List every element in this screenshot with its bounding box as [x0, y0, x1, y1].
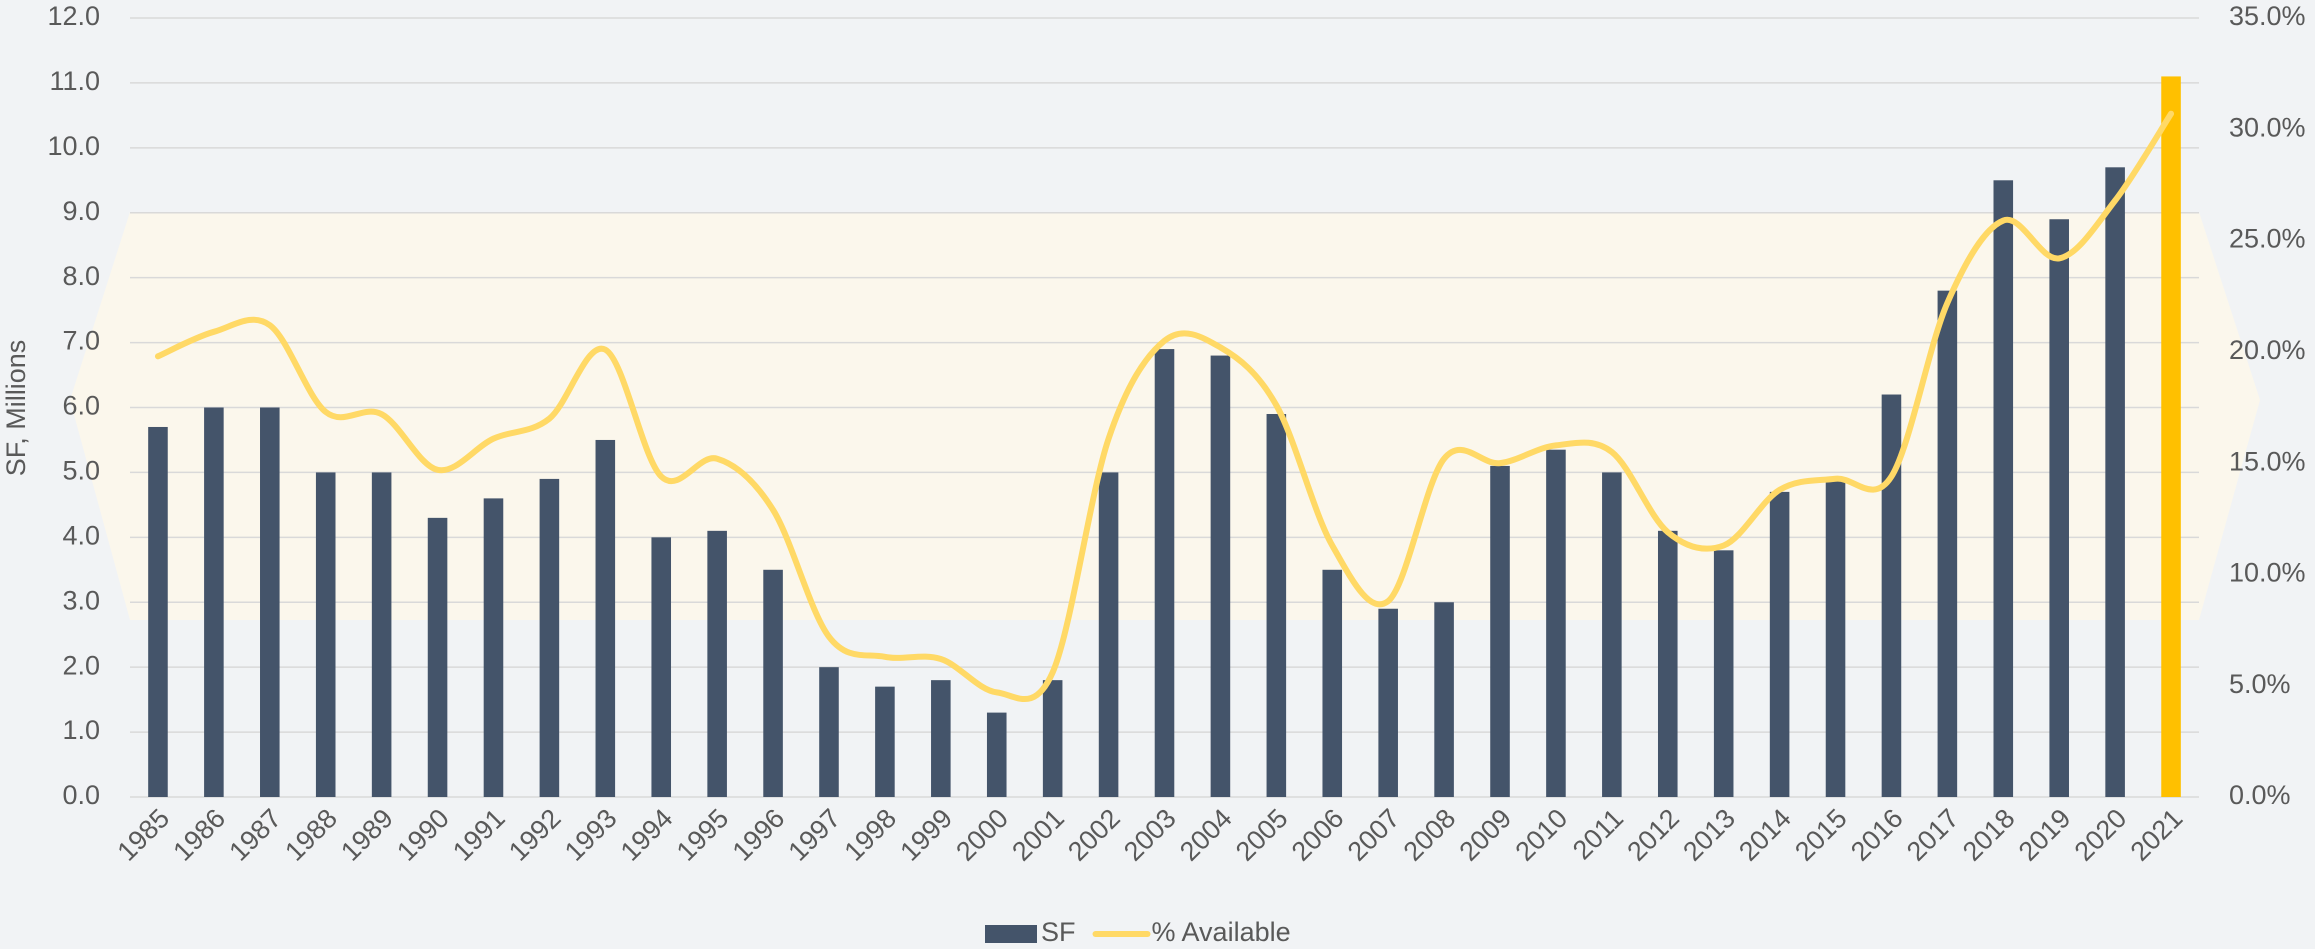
- y-tick-label: 0.0: [62, 780, 100, 810]
- bar: [2105, 167, 2125, 797]
- y-tick-label: 10.0: [47, 131, 100, 161]
- y-tick-label: 4.0: [62, 520, 100, 550]
- bar: [372, 472, 392, 797]
- bar: [484, 498, 504, 797]
- y-tick-label: 11.0: [49, 66, 100, 96]
- bar: [1546, 450, 1566, 797]
- y2-tick-label: 35.0%: [2229, 1, 2306, 31]
- legend-label: % Available: [1152, 917, 1291, 947]
- bar: [148, 427, 168, 797]
- bar: [596, 440, 616, 797]
- y2-tick-label: 5.0%: [2229, 669, 2291, 699]
- legend-label: SF: [1041, 917, 1076, 947]
- bar: [819, 667, 839, 797]
- bar: [1993, 180, 2013, 797]
- bar: [1099, 472, 1119, 797]
- legend-swatch: [985, 925, 1037, 943]
- bar: [1378, 609, 1398, 797]
- y2-tick-label: 0.0%: [2229, 780, 2291, 810]
- y-tick-label: 1.0: [62, 715, 100, 745]
- bar: [1658, 531, 1678, 797]
- bar: [1155, 349, 1175, 797]
- y2-tick-label: 25.0%: [2229, 224, 2306, 254]
- bar: [707, 531, 727, 797]
- bar: [260, 408, 280, 798]
- chart: SF, Millions 0.0 1.0 2.0 3.0 4.0 5.0 6.0 7.0 8.0…: [0, 0, 2315, 949]
- y2-tick-label: 30.0%: [2229, 112, 2306, 142]
- bar: [931, 680, 951, 797]
- bar: [316, 472, 336, 797]
- page: {"chart_data": { "type": "bar-line", "y_…: [0, 0, 2315, 949]
- y-tick-label: 2.0: [62, 650, 100, 680]
- y2-tick-label: 20.0%: [2229, 335, 2306, 365]
- bar: [1714, 550, 1734, 797]
- bar: [1938, 291, 1958, 797]
- y-axis-title: SF, Millions: [1, 340, 31, 477]
- y2-tick-label: 15.0%: [2229, 446, 2306, 476]
- y-tick-label: 5.0: [62, 456, 100, 486]
- bar: [1211, 356, 1231, 797]
- y2-tick-label: 10.0%: [2229, 558, 2306, 588]
- bar: [651, 537, 671, 797]
- bar: [204, 408, 224, 798]
- bar: [1043, 680, 1063, 797]
- bar: [1490, 466, 1510, 797]
- bar: [1434, 602, 1454, 797]
- bar: [1602, 472, 1622, 797]
- bar: [428, 518, 448, 797]
- bar: [875, 687, 895, 797]
- bar: [2049, 219, 2069, 797]
- bar: [763, 570, 783, 797]
- bar: [1826, 479, 1846, 797]
- y-tick-label: 6.0: [62, 391, 100, 421]
- y-tick-label: 9.0: [62, 196, 100, 226]
- y-tick-label: 3.0: [62, 585, 100, 615]
- bar: [540, 479, 560, 797]
- bar: [1770, 492, 1790, 797]
- bar: [987, 713, 1007, 797]
- bar: [1322, 570, 1342, 797]
- y-tick-label: 7.0: [62, 326, 100, 356]
- bar: [2161, 76, 2181, 797]
- y-tick-label: 8.0: [62, 261, 100, 291]
- y-tick-label: 12.0: [47, 1, 100, 31]
- bar: [1267, 414, 1287, 797]
